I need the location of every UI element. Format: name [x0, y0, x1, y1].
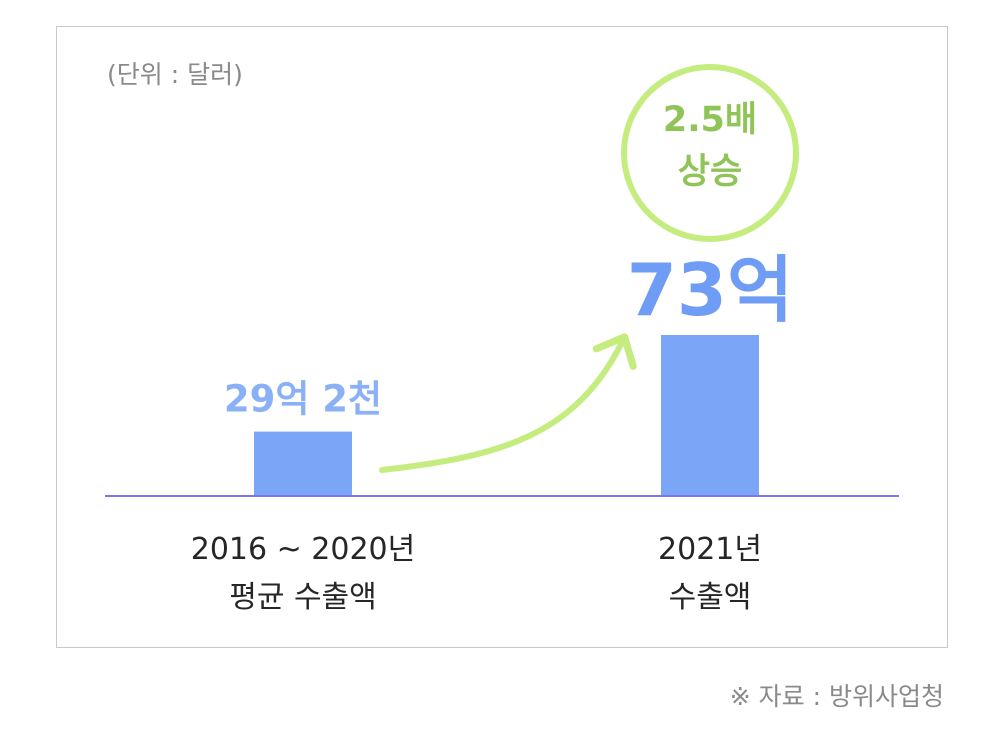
- bar-1: [254, 431, 352, 496]
- growth-badge: 2.5배 상승: [621, 64, 799, 242]
- category-label-1-line-2: 평균 수출액: [229, 580, 377, 615]
- source-note: ※ 자료 : 방위사업청: [729, 682, 944, 711]
- bar-2: [661, 335, 759, 496]
- category-label-2-line-2: 수출액: [669, 580, 752, 615]
- badge-circle: [621, 64, 799, 242]
- category-label-1-line-1: 2016 ~ 2020년: [191, 532, 416, 567]
- growth-arrow: [379, 333, 637, 473]
- badge-line-1: 2.5배: [663, 100, 757, 140]
- badge-line-2: 상승: [678, 152, 742, 192]
- value-label-2: 73억: [627, 248, 793, 332]
- unit-note: (단위 : 달러): [107, 60, 243, 89]
- category-label-2-line-1: 2021년: [658, 532, 762, 567]
- value-label-1: 29억 2천: [224, 378, 382, 421]
